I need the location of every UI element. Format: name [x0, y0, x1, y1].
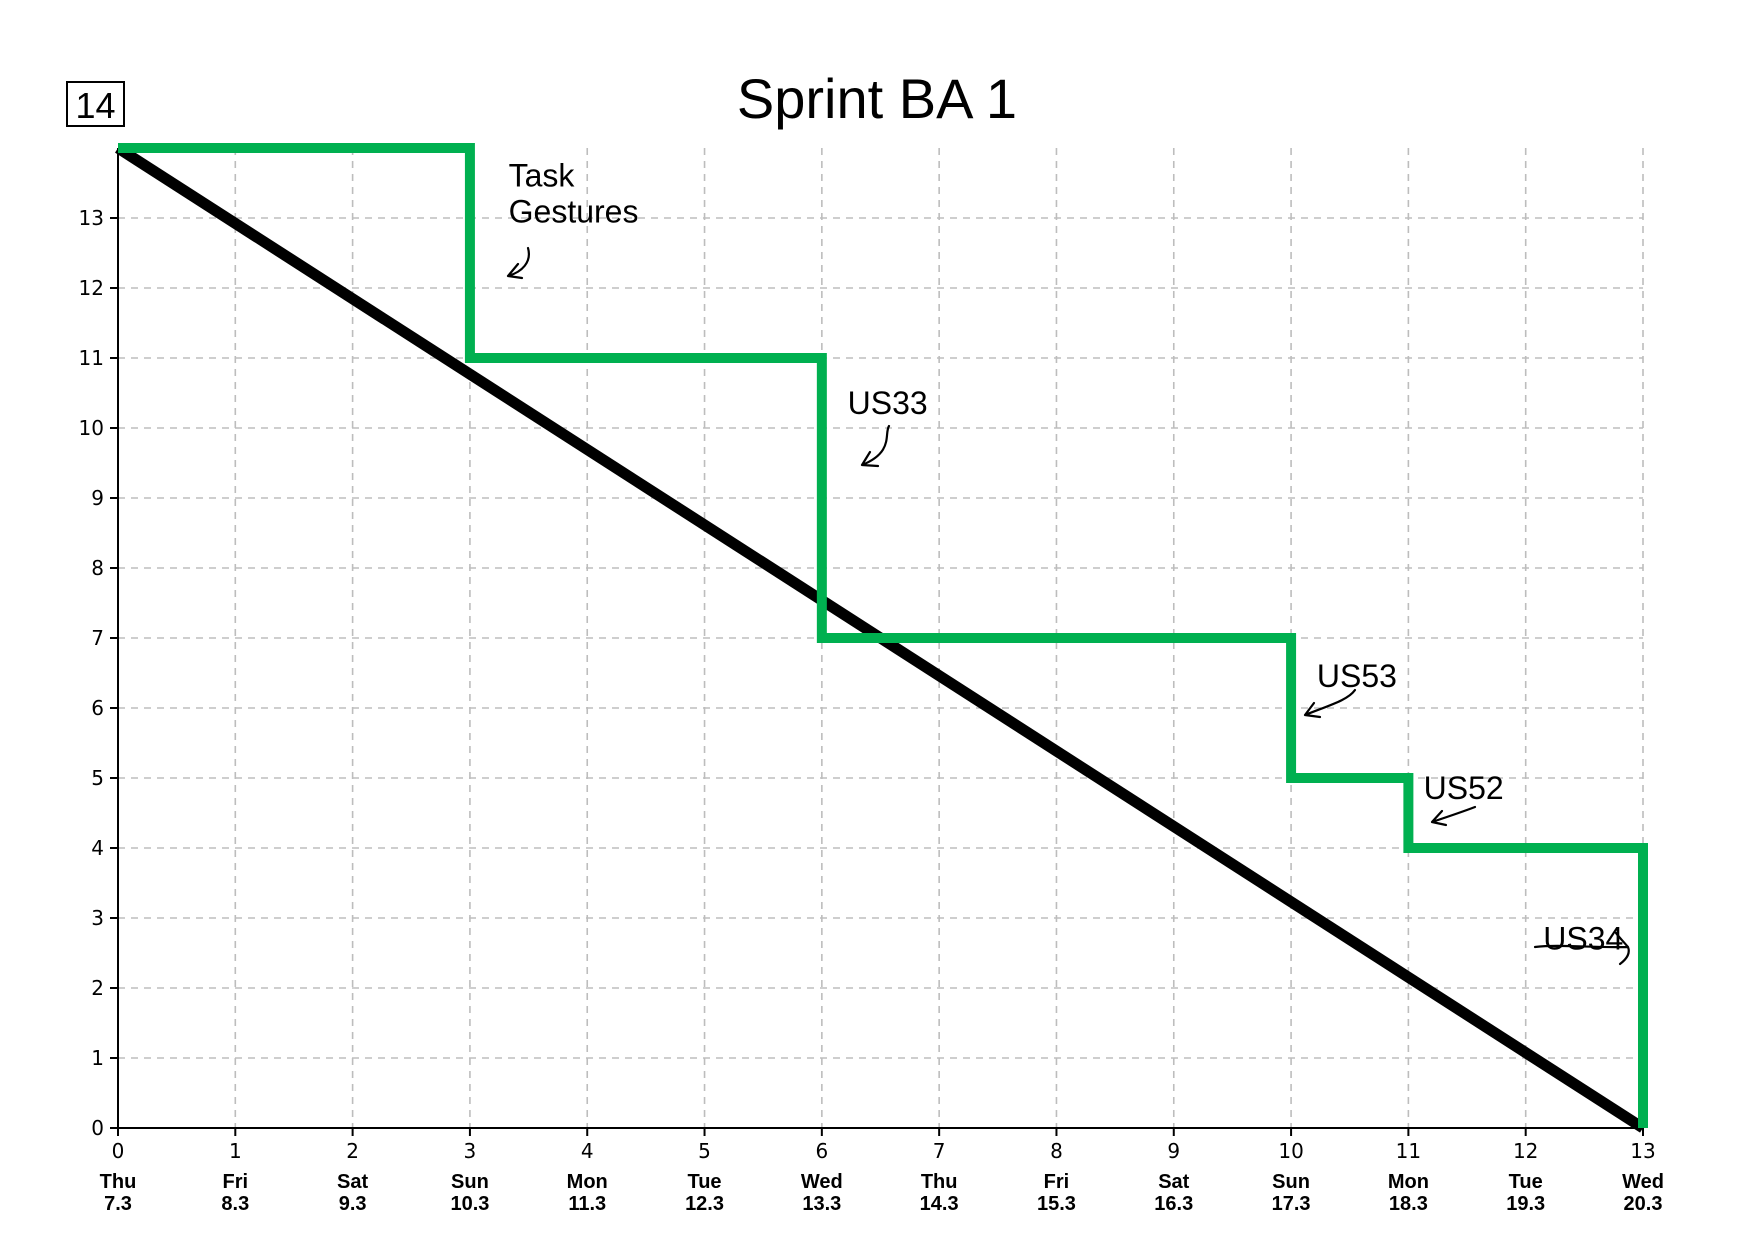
- x-tick-label: 8: [1050, 1139, 1063, 1163]
- day-label: Wed: [1622, 1171, 1664, 1193]
- x-tick-label: 11: [1396, 1139, 1421, 1163]
- x-tick-label: 12: [1513, 1139, 1538, 1163]
- x-tick-label: 9: [1167, 1139, 1180, 1163]
- y-tick-label: 6: [91, 696, 104, 720]
- x-tick-label: 2: [346, 1139, 359, 1163]
- date-label: 15.3: [1037, 1193, 1076, 1215]
- date-label: 9.3: [339, 1193, 367, 1215]
- arrow-icon: [506, 246, 530, 280]
- date-label: 19.3: [1506, 1193, 1545, 1215]
- annotation-label: US33: [848, 385, 928, 421]
- x-tick-label: 5: [698, 1139, 711, 1163]
- y-tick-label: 13: [79, 206, 104, 230]
- x-tick-label: 0: [112, 1139, 125, 1163]
- annotation-label: US53: [1317, 658, 1397, 694]
- y-tick-label: 10: [79, 416, 104, 440]
- date-label: 20.3: [1624, 1193, 1663, 1215]
- day-label: Sat: [337, 1171, 368, 1193]
- date-label: 10.3: [450, 1193, 489, 1215]
- actual-line: [118, 143, 1648, 1128]
- y-tick-label: 9: [91, 486, 104, 510]
- y-tick-label: 3: [91, 906, 104, 930]
- x-tick-label: 4: [581, 1139, 594, 1163]
- day-label: Thu: [921, 1171, 958, 1193]
- arrow-icon: [860, 424, 891, 468]
- day-label: Tue: [1509, 1171, 1543, 1193]
- date-label: 17.3: [1272, 1193, 1311, 1215]
- x-tick-label: 3: [464, 1139, 477, 1163]
- annotation-label: US52: [1424, 770, 1504, 806]
- day-label: Mon: [567, 1171, 608, 1193]
- date-label: 7.3: [104, 1193, 132, 1215]
- annotation-label: Task: [509, 158, 576, 194]
- annotation-label: Gestures: [509, 194, 639, 230]
- y-tick-label: 7: [91, 626, 104, 650]
- day-label: Thu: [100, 1171, 137, 1193]
- date-label: 8.3: [221, 1193, 249, 1215]
- day-label: Tue: [687, 1171, 721, 1193]
- date-label: 11.3: [568, 1193, 606, 1215]
- y-max-box: 14: [66, 81, 125, 127]
- series-layer: [115, 143, 1648, 1133]
- y-tick-label: 11: [79, 346, 104, 370]
- day-label: Mon: [1388, 1171, 1429, 1193]
- day-label: Sun: [1272, 1171, 1310, 1193]
- date-label: 18.3: [1389, 1193, 1428, 1215]
- y-tick-label: 1: [91, 1046, 104, 1070]
- day-label: Sun: [451, 1171, 489, 1193]
- day-label: Fri: [223, 1171, 249, 1193]
- x-tick-label: 10: [1278, 1139, 1303, 1163]
- y-tick-label: 2: [91, 976, 104, 1000]
- date-label: 14.3: [920, 1193, 959, 1215]
- x-tick-label: 1: [229, 1139, 242, 1163]
- annotation-label: US34: [1543, 921, 1623, 957]
- date-label: 16.3: [1154, 1193, 1193, 1215]
- date-label: 13.3: [802, 1193, 841, 1215]
- x-tick-label: 6: [815, 1139, 828, 1163]
- day-label: Wed: [801, 1171, 843, 1193]
- arrow-icon: [1533, 931, 1630, 966]
- day-label: Fri: [1044, 1171, 1070, 1193]
- y-tick-label: 5: [91, 766, 104, 790]
- y-tick-label: 4: [91, 836, 104, 860]
- y-max-label: 14: [75, 85, 115, 126]
- y-tick-label: 8: [91, 556, 104, 580]
- chart-title: Sprint BA 1: [737, 67, 1017, 130]
- day-label: Sat: [1158, 1171, 1189, 1193]
- x-tick-label: 7: [933, 1139, 946, 1163]
- arrow-icon: [1303, 688, 1357, 719]
- arrow-icon: [1430, 805, 1477, 827]
- date-label: 12.3: [685, 1193, 724, 1215]
- x-tick-label: 13: [1630, 1139, 1655, 1163]
- y-tick-label: 0: [91, 1116, 104, 1140]
- y-tick-label: 12: [79, 276, 104, 300]
